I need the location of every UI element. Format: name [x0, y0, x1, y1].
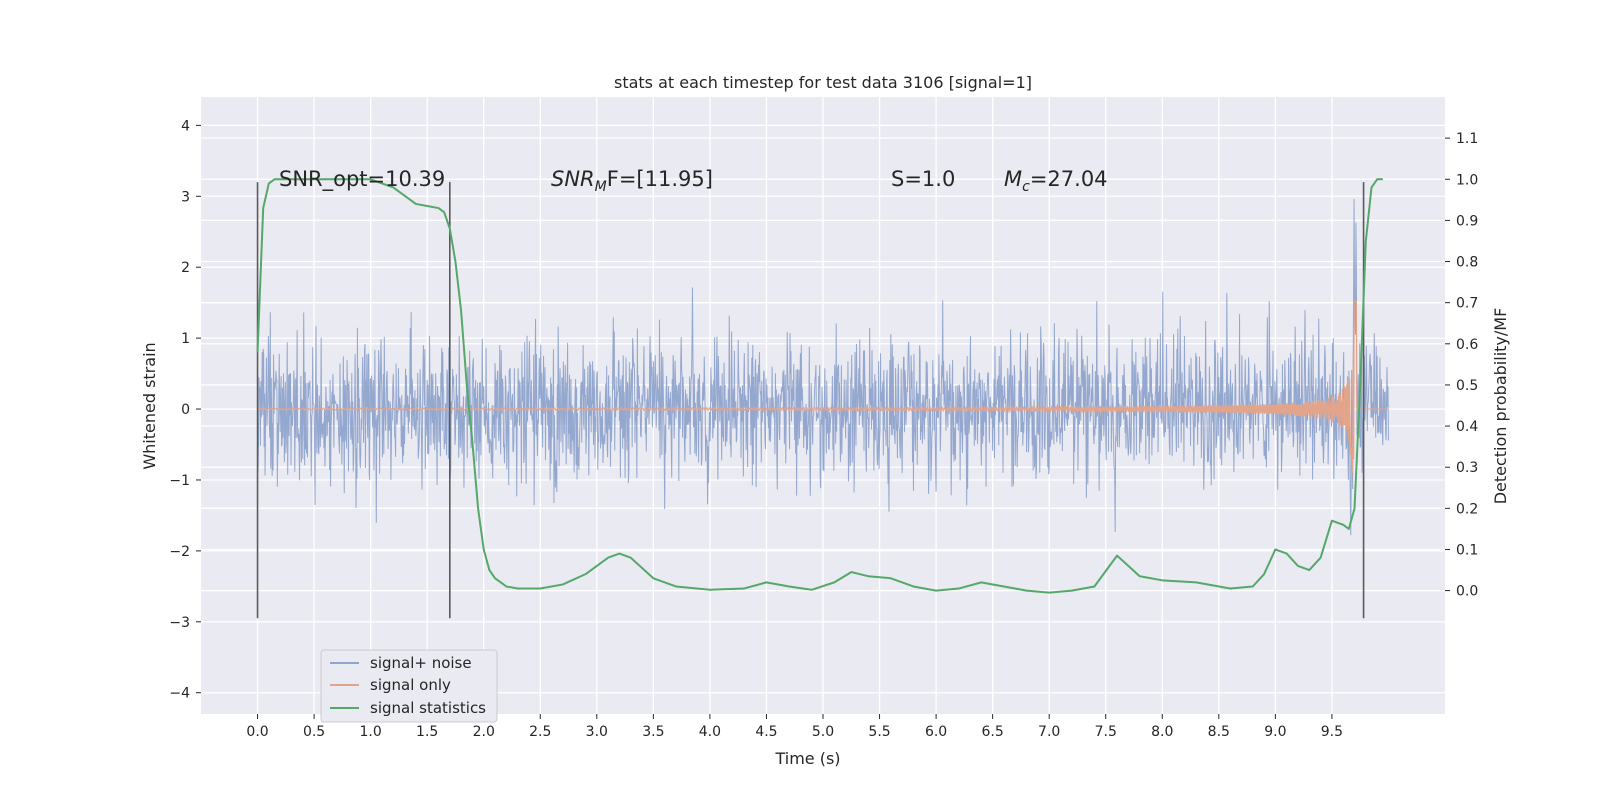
- y-tick-label: −2: [169, 544, 190, 560]
- y-axis-label-right: Detection probability/MF: [1491, 308, 1510, 505]
- annotation-snr-mf: SNRMF=[11.95]: [551, 167, 713, 195]
- x-tick-label: 7.5: [1095, 724, 1117, 740]
- y-right-tick-label: 0.9: [1456, 213, 1478, 229]
- signal-only-line: [257, 300, 1389, 473]
- signal-statistics-series: [256, 178, 1383, 594]
- annotation-mc-rest: =27.04: [1030, 167, 1108, 191]
- x-tick-label: 5.0: [812, 724, 834, 740]
- y-right-tick-label: 0.0: [1456, 584, 1478, 600]
- y-right-tick-label: 0.6: [1456, 337, 1478, 353]
- y-tick-label: 0: [181, 402, 190, 418]
- legend-label-statistics: signal statistics: [370, 699, 486, 717]
- y-tick-label: 4: [181, 118, 190, 134]
- window-markers: [256, 182, 1365, 619]
- annotation-snr-mf-base: SNR: [551, 167, 595, 191]
- y-right-tick-label: 0.2: [1456, 501, 1478, 517]
- x-tick-label: 3.0: [586, 724, 608, 740]
- x-tick-label: 4.0: [699, 724, 721, 740]
- y-tick-label: −1: [169, 473, 190, 489]
- annotation-mc: Mc=27.04: [1004, 167, 1108, 195]
- x-axis-label: Time (s): [774, 749, 840, 768]
- right-axis-ticks: 1.1 1.0 0.9 0.8 0.7 0.6 0.5 0.4 0.3 0.2 0.1 0.0: [1445, 131, 1478, 600]
- legend-box: [320, 649, 498, 723]
- y-tick-label: 2: [181, 260, 190, 276]
- y-right-tick-label: 0.4: [1456, 419, 1478, 435]
- y-tick-label: −4: [169, 686, 190, 702]
- annotation-s-value: S=1.0: [891, 167, 955, 191]
- left-axis-ticks: 4 3 2 1 0 −1 −2 −3 −4: [169, 118, 201, 702]
- x-tick-label: 6.0: [925, 724, 947, 740]
- x-tick-label: 9.0: [1264, 724, 1286, 740]
- annotation-mc-sub: c: [1022, 179, 1030, 195]
- signal-statistics-line: [256, 178, 1383, 594]
- y-tick-label: −3: [169, 615, 190, 631]
- y-right-tick-label: 1.1: [1456, 131, 1478, 147]
- x-tick-label: 2.0: [473, 724, 495, 740]
- y-right-tick-label: 0.7: [1456, 296, 1478, 312]
- annotation-snr-mf-rest: F=[11.95]: [607, 167, 713, 191]
- x-tick-label: 2.5: [529, 724, 551, 740]
- x-tick-label: 6.5: [982, 724, 1004, 740]
- legend: signal+ noise signal only signal statist…: [320, 649, 498, 723]
- x-tick-label: 3.5: [642, 724, 664, 740]
- x-tick-label: 8.0: [1151, 724, 1173, 740]
- x-tick-label: 8.5: [1208, 724, 1230, 740]
- y-tick-label: 3: [181, 189, 190, 205]
- x-axis-ticks: 0.0 0.5 1.0 1.5 2.0 2.5 3.0 3.5 4.0 4.5 5.0 5.5 6.0 6…: [246, 714, 1343, 740]
- chart-title: stats at each timestep for test data 310…: [614, 73, 1032, 92]
- x-tick-label: 7.0: [1038, 724, 1060, 740]
- annotation-mc-base: M: [1004, 167, 1022, 191]
- signal-only-series: [257, 300, 1389, 473]
- y-right-tick-label: 0.1: [1456, 542, 1478, 558]
- annotation-snr-mf-sub: M: [595, 179, 607, 195]
- y-right-tick-label: 0.8: [1456, 255, 1478, 271]
- y-tick-label: 1: [181, 331, 190, 347]
- y-right-tick-label: 1.0: [1456, 172, 1478, 188]
- x-tick-label: 0.0: [246, 724, 268, 740]
- x-tick-label: 5.5: [868, 724, 890, 740]
- y-right-tick-label: 0.5: [1456, 378, 1478, 394]
- x-tick-label: 0.5: [303, 724, 325, 740]
- annotation-snr-opt: SNR_opt=10.39: [279, 167, 445, 192]
- y-right-tick-label: 0.3: [1456, 460, 1478, 476]
- x-tick-label: 1.5: [416, 724, 438, 740]
- x-tick-label: 9.5: [1321, 724, 1343, 740]
- legend-label-signal: signal only: [370, 676, 451, 694]
- y-axis-label: Whitened strain: [140, 342, 159, 469]
- grid-lines: [201, 97, 1445, 714]
- x-tick-label: 4.5: [755, 724, 777, 740]
- x-tick-label: 1.0: [360, 724, 382, 740]
- legend-label-noise: signal+ noise: [370, 654, 472, 672]
